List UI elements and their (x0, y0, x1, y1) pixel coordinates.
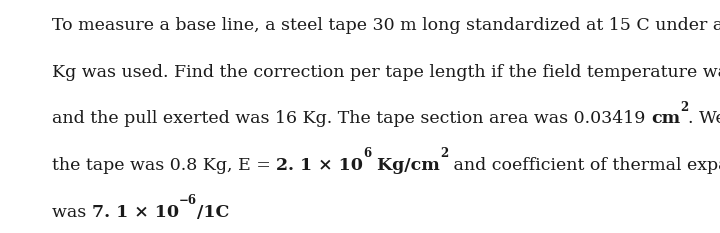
Text: 6: 6 (364, 147, 372, 160)
Text: 2: 2 (440, 147, 449, 160)
Text: 7. 1 × 10: 7. 1 × 10 (91, 204, 179, 221)
Text: /1C: /1C (197, 204, 229, 221)
Text: and the pull exerted was 16 Kg. The tape section area was 0.03419: and the pull exerted was 16 Kg. The tape… (52, 110, 651, 127)
Text: To measure a base line, a steel tape 30 m long standardized at 15 C under a pull: To measure a base line, a steel tape 30 … (52, 17, 720, 34)
Text: 2. 1 × 10: 2. 1 × 10 (276, 157, 364, 174)
Text: and coefficient of thermal expansion: and coefficient of thermal expansion (449, 157, 720, 174)
Text: Kg was used. Find the correction per tape length if the field temperature was 20: Kg was used. Find the correction per tap… (52, 64, 720, 81)
Text: was: was (52, 204, 91, 221)
Text: 2: 2 (680, 101, 688, 114)
Text: Kg/cm: Kg/cm (372, 157, 440, 174)
Text: the tape was 0.8 Kg, E =: the tape was 0.8 Kg, E = (52, 157, 276, 174)
Text: −6: −6 (179, 194, 197, 207)
Text: . Weight of: . Weight of (688, 110, 720, 127)
Text: cm: cm (651, 110, 680, 127)
